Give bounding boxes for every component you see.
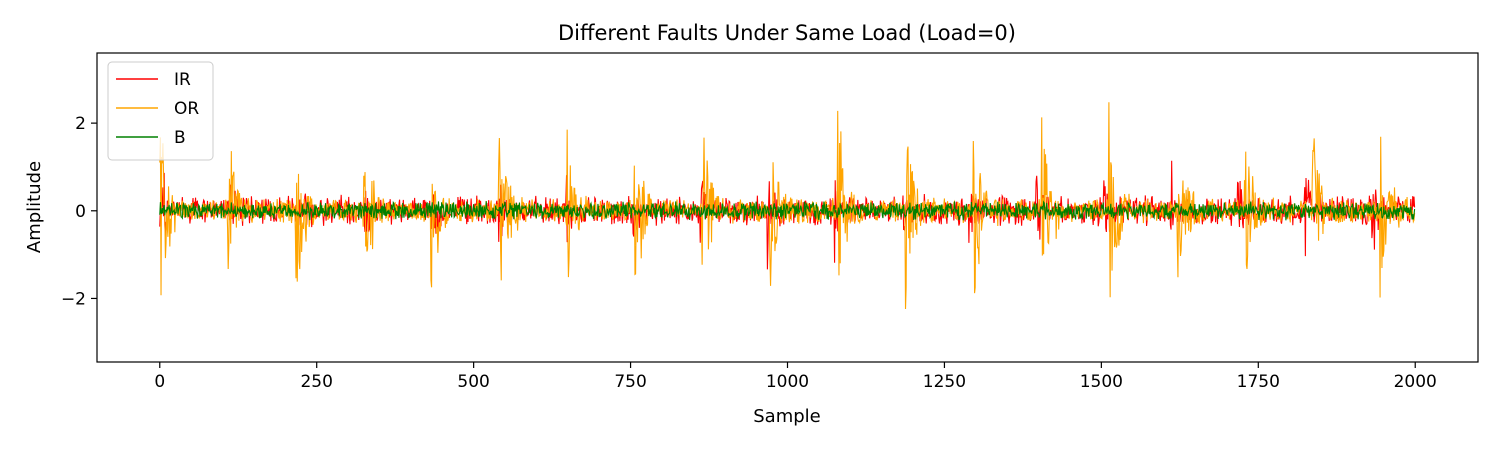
y-tick-label: −2 [61, 289, 86, 309]
y-axis-label: Amplitude [24, 161, 45, 253]
y-tick-label: 2 [75, 114, 86, 134]
legend-label-ir: IR [174, 70, 191, 90]
axes: 0 250 500 750 1000 1250 1500 1750 2000 −2 0 2 [61, 52, 1479, 392]
legend-label-or: OR [174, 99, 199, 119]
x-tick-label: 750 [614, 372, 646, 392]
legend-box [107, 61, 214, 161]
x-axis-label: Sample [753, 406, 821, 427]
legend: IR OR B [107, 61, 214, 161]
chart-title: Different Faults Under Same Load (Load=0… [558, 21, 1016, 45]
x-tick-label: 1500 [1080, 372, 1123, 392]
x-tick-label: 1750 [1237, 372, 1280, 392]
x-tick-label: 0 [154, 372, 165, 392]
series-line-b [159, 200, 1416, 221]
series-line-or [159, 102, 1416, 310]
plot-lines [159, 102, 1416, 310]
x-tick-label: 1250 [923, 372, 966, 392]
y-tick-label: 0 [75, 202, 86, 222]
x-tick-label: 1000 [766, 372, 809, 392]
x-tick-label: 2000 [1394, 372, 1437, 392]
x-tick-label: 250 [300, 372, 332, 392]
legend-label-b: B [174, 128, 186, 148]
x-tick-label: 500 [457, 372, 489, 392]
